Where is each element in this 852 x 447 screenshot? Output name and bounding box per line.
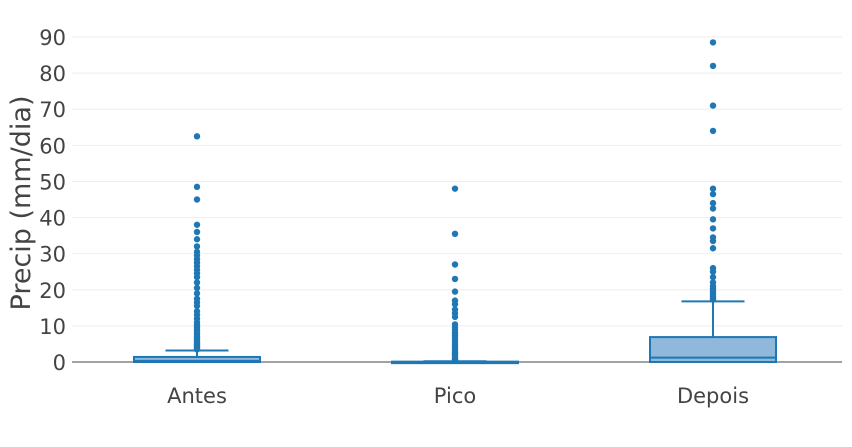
outlier-point <box>193 295 201 303</box>
outlier-point <box>193 308 201 315</box>
outlier-point <box>193 183 201 191</box>
y-tick-label: 30 <box>39 243 66 267</box>
outlier-point <box>451 288 459 295</box>
iqr-box <box>133 355 261 364</box>
outlier-point <box>709 273 717 281</box>
y-tick-label: 70 <box>39 98 66 122</box>
outlier-point <box>193 248 201 256</box>
x-tick-label-depois: Depois <box>677 384 749 408</box>
outlier-point <box>451 185 459 192</box>
outlier-point <box>709 127 717 135</box>
outlier-point <box>193 196 201 203</box>
outlier-point <box>451 261 459 268</box>
outlier-point <box>709 225 717 232</box>
outlier-point <box>193 221 201 228</box>
outlier-point <box>709 190 717 198</box>
outlier-point <box>451 306 459 313</box>
box-pico <box>391 185 519 365</box>
x-tick-labels: Antes Pico Depois <box>167 384 749 408</box>
outlier-point <box>709 216 717 223</box>
box-series <box>133 39 777 365</box>
outlier-point <box>193 290 201 297</box>
y-tick-label: 90 <box>39 26 66 50</box>
outlier-point <box>193 279 201 286</box>
y-tick-label: 0 <box>53 351 66 375</box>
outlier-point <box>193 133 201 140</box>
outlier-point <box>709 264 717 272</box>
outlier-point <box>709 39 717 46</box>
y-tick-label: 60 <box>39 134 66 158</box>
outlier-point <box>709 234 717 241</box>
y-axis-title: Precip (mm/dia) <box>6 96 37 311</box>
outlier-point <box>709 205 717 212</box>
outlier-point <box>709 279 717 286</box>
y-tick-label: 10 <box>39 315 66 339</box>
outlier-point <box>451 275 459 283</box>
outlier-point <box>709 199 717 207</box>
outlier-point <box>193 243 201 250</box>
box-depois <box>649 39 777 364</box>
box-antes <box>133 133 261 364</box>
outlier-point <box>193 228 201 236</box>
y-tick-label: 50 <box>39 170 66 194</box>
y-tick-label: 20 <box>39 279 66 303</box>
y-tick-label: 80 <box>39 62 66 86</box>
x-tick-label-pico: Pico <box>434 384 476 408</box>
grid-lines <box>72 36 842 327</box>
outlier-point <box>709 185 717 192</box>
outlier-point <box>709 102 717 109</box>
y-tick-labels: 0 10 20 30 40 50 60 70 80 90 <box>39 26 66 375</box>
outlier-point <box>709 245 717 252</box>
outlier-point <box>451 297 459 304</box>
outlier-point <box>193 236 201 243</box>
outlier-point <box>451 321 459 328</box>
outlier-point <box>451 230 459 238</box>
y-tick-label: 40 <box>39 207 66 231</box>
outlier-point <box>193 284 201 292</box>
outlier-point <box>709 62 717 70</box>
x-tick-label-antes: Antes <box>167 384 227 408</box>
